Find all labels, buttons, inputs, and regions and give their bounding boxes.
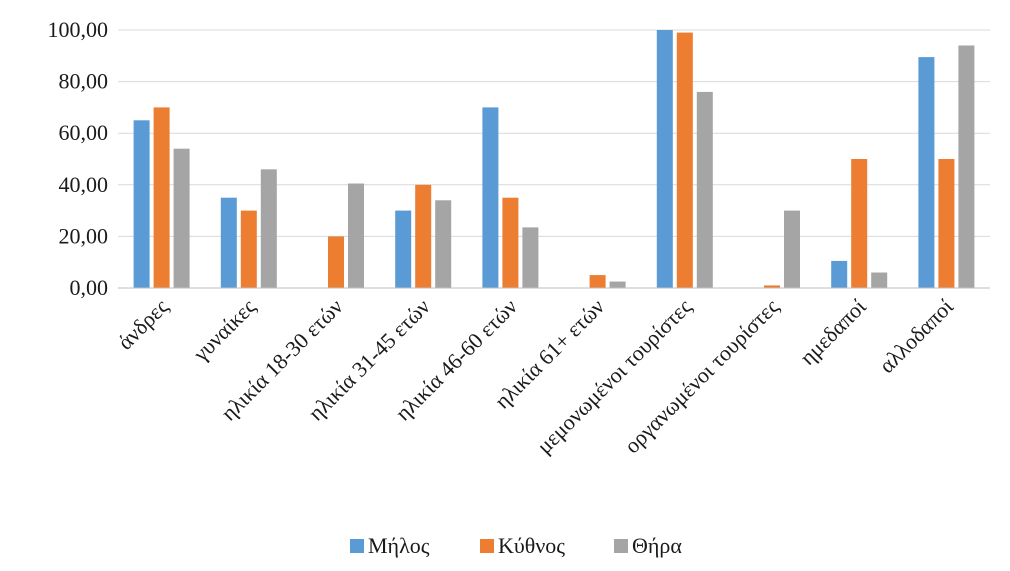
legend-swatch <box>350 539 364 553</box>
bar <box>656 30 673 288</box>
y-tick-label: 60,00 <box>59 120 109 145</box>
legend-swatch <box>614 539 628 553</box>
legend-swatch <box>480 539 494 553</box>
bar <box>435 200 452 288</box>
category-label: γυναίκες <box>187 294 260 367</box>
category-label: ημεδαποί <box>795 294 871 370</box>
category-label: μεμονωμένοι τουρίστες <box>532 294 697 459</box>
bars <box>133 30 975 289</box>
bar <box>676 32 693 288</box>
bar <box>482 107 499 289</box>
bar <box>220 197 237 288</box>
bar <box>328 236 344 288</box>
bar <box>784 210 800 288</box>
legend-label: Θήρα <box>632 533 682 558</box>
bar <box>589 275 606 288</box>
category-label: αλλοδαποί <box>874 294 958 378</box>
y-tick-label: 20,00 <box>59 223 109 248</box>
bar <box>133 120 150 288</box>
bar <box>240 210 257 288</box>
bar <box>395 210 412 288</box>
y-tick-label: 40,00 <box>59 172 109 197</box>
bar <box>831 260 848 288</box>
legend: Μήλος Κύθνος Θήρα <box>350 533 682 558</box>
legend-label: Μήλος <box>368 533 430 558</box>
bar <box>851 159 868 288</box>
bar <box>260 169 277 288</box>
bar <box>502 197 519 288</box>
bar <box>173 148 190 288</box>
bar <box>348 183 364 288</box>
bar <box>522 227 539 288</box>
bar <box>958 45 975 289</box>
category-label: άνδρες <box>112 294 173 355</box>
bar <box>918 57 935 289</box>
bar <box>609 281 626 288</box>
y-axis-ticks: 0,00 20,00 40,00 60,00 80,00 100,00 <box>48 17 109 300</box>
category-label: οργανωμένοι τουρίστες <box>619 294 783 458</box>
bar <box>153 107 170 289</box>
bar <box>764 285 780 288</box>
legend-label: Κύθνος <box>498 533 565 558</box>
y-tick-label: 0,00 <box>70 275 109 300</box>
bar <box>871 272 888 288</box>
y-tick-label: 80,00 <box>59 69 109 94</box>
bar <box>938 159 955 288</box>
bar <box>415 184 432 288</box>
y-tick-label: 100,00 <box>48 17 109 42</box>
bar <box>696 91 713 288</box>
